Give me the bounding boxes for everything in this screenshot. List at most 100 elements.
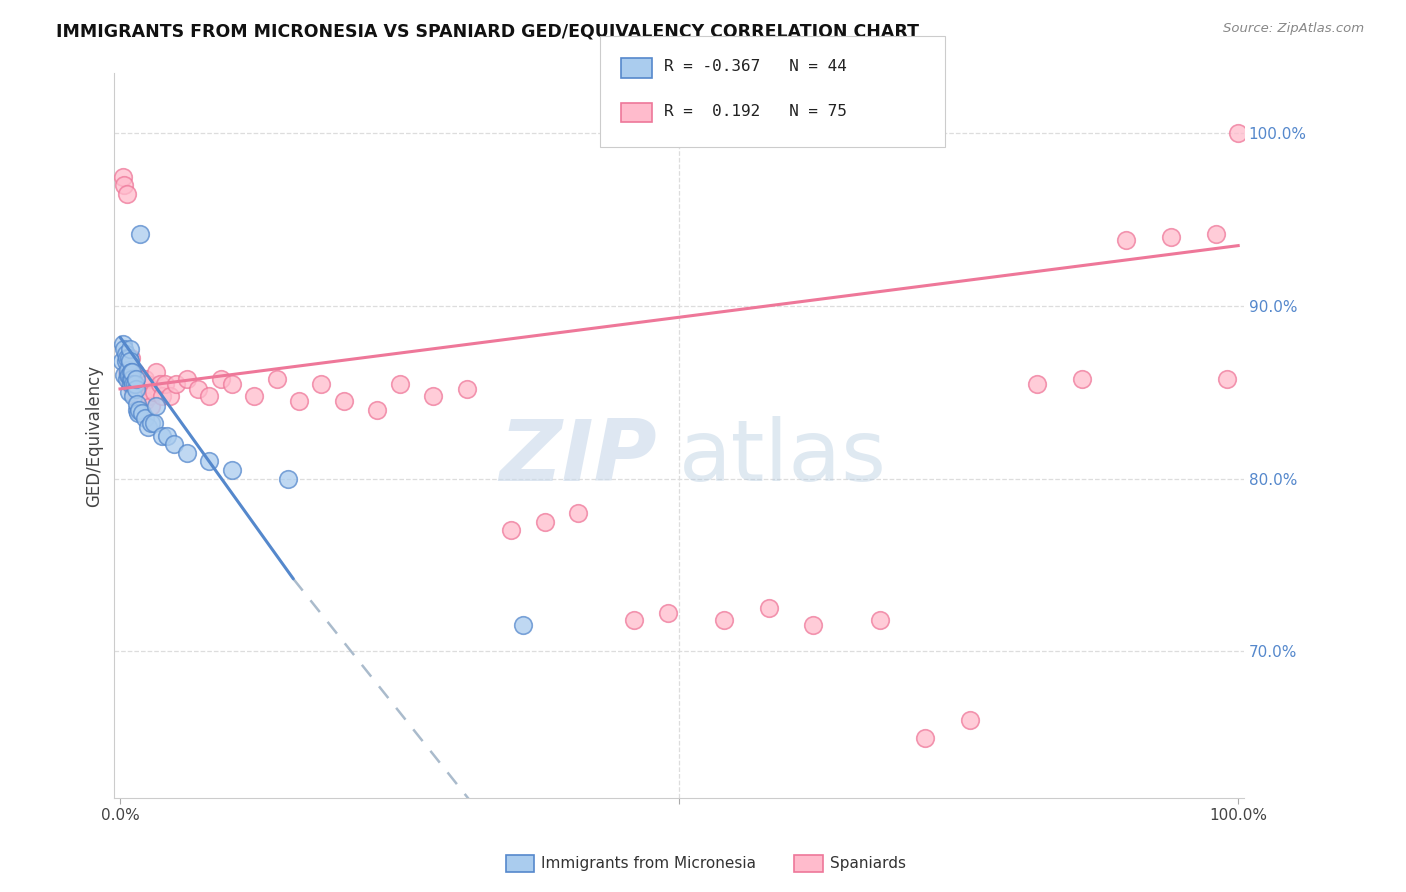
Point [1227,127,1250,141]
Point [120,365,142,379]
Point [115,351,138,365]
Point [114,354,136,368]
Point [623,613,645,627]
Point [567,506,589,520]
Point [120,371,142,385]
Point [128,402,150,417]
Point [115,365,138,379]
Point [221,376,243,391]
Point [121,371,143,385]
Point [120,376,142,391]
Point [131,389,153,403]
Point [114,178,136,193]
Point [129,376,152,391]
Text: Source: ZipAtlas.com: Source: ZipAtlas.com [1223,22,1364,36]
Point [332,394,354,409]
Point [187,382,209,396]
Point [127,406,149,420]
Point [1025,376,1047,391]
Point [124,371,146,385]
Point [512,618,534,632]
Point [501,524,523,538]
Point [114,342,136,356]
Point [121,365,143,379]
Text: Spaniards: Spaniards [830,856,905,871]
Point [657,607,679,621]
Point [142,385,165,400]
Point [120,351,142,365]
Point [1070,371,1092,385]
Point [120,376,142,391]
Point [124,389,146,403]
Point [138,389,160,403]
Point [198,389,221,403]
Point [124,365,146,379]
Point [758,601,780,615]
Point [121,371,143,385]
Point [288,394,311,409]
Point [221,463,243,477]
Point [131,406,153,420]
Text: IMMIGRANTS FROM MICRONESIA VS SPANIARD GED/EQUIVALENCY CORRELATION CHART: IMMIGRANTS FROM MICRONESIA VS SPANIARD G… [56,22,920,40]
Text: ZIP: ZIP [499,416,657,499]
Point [145,399,167,413]
Point [129,227,152,241]
Point [243,389,266,403]
Text: R =  0.192   N = 75: R = 0.192 N = 75 [664,104,846,119]
Point [149,376,172,391]
Point [115,186,138,201]
Point [118,351,141,365]
Point [959,714,981,728]
Point [112,337,135,351]
Point [366,402,388,417]
Point [163,437,186,451]
Point [141,417,163,431]
Point [422,389,444,403]
Point [114,368,136,383]
Point [111,354,134,368]
Point [117,363,139,377]
Point [112,169,135,184]
Point [124,376,146,391]
Point [869,613,891,627]
Point [1205,227,1227,241]
Point [122,376,145,391]
Point [125,371,148,385]
Point [198,454,221,468]
Text: R = -0.367   N = 44: R = -0.367 N = 44 [664,60,846,74]
Point [120,376,142,391]
Point [118,385,141,400]
Point [141,399,163,413]
Point [152,428,174,442]
Point [120,342,142,356]
Point [914,731,936,745]
Point [122,385,145,400]
Point [1160,230,1182,244]
Point [134,371,156,385]
Point [121,365,143,379]
Point [120,365,142,379]
Point [129,382,152,396]
Point [131,376,153,391]
Point [118,371,141,385]
Point [117,368,139,383]
Point [129,371,152,385]
Point [1216,371,1239,385]
Point [122,371,145,385]
Point [142,417,165,431]
Point [152,389,174,403]
Point [118,368,141,383]
Point [156,428,179,442]
Point [311,376,333,391]
Y-axis label: GED/Equivalency: GED/Equivalency [86,365,103,507]
Point [534,515,557,529]
Point [120,365,142,379]
Point [125,385,148,400]
Point [713,613,735,627]
Text: atlas: atlas [679,416,887,499]
Point [277,472,299,486]
Point [117,359,139,374]
Point [128,385,150,400]
Point [125,397,148,411]
Point [134,411,156,425]
